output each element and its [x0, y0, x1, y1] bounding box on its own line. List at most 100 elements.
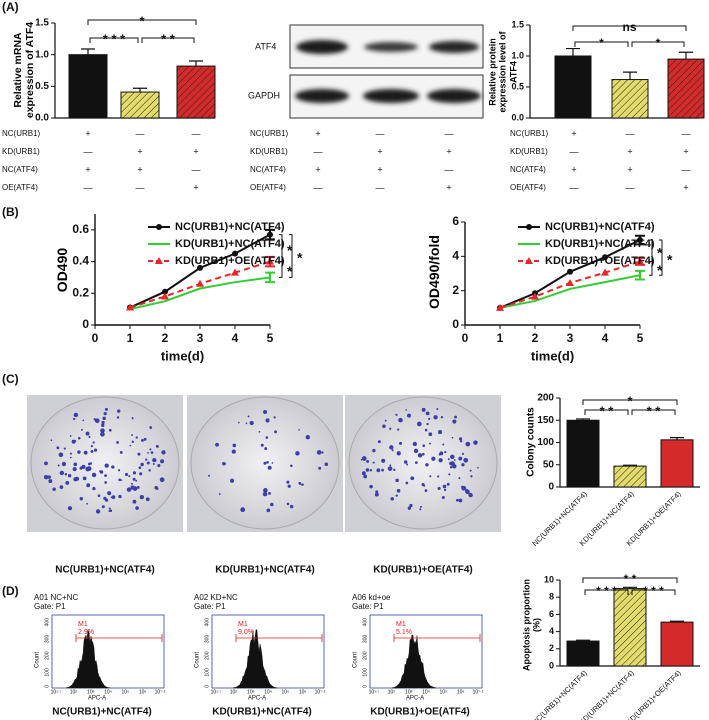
point	[496, 303, 504, 311]
flow-title: A06 kd+oe	[352, 593, 391, 602]
colony	[321, 451, 324, 454]
colony	[157, 464, 161, 468]
colony	[215, 442, 219, 447]
colony	[366, 459, 370, 463]
significance-bracket	[289, 234, 293, 278]
colony	[413, 448, 419, 454]
error-bar	[623, 586, 637, 589]
colony	[396, 488, 401, 493]
colony	[57, 464, 60, 467]
treatment-label: NC(URB1)	[510, 129, 549, 138]
colony	[86, 466, 92, 471]
colony	[73, 477, 78, 482]
colony	[477, 466, 479, 469]
colony	[414, 461, 418, 464]
colony	[100, 428, 105, 433]
flow-histogram	[232, 629, 278, 689]
significance-label: *	[599, 36, 604, 50]
treatment-sign: —	[626, 128, 635, 138]
flow-percent: 2.9%	[78, 629, 94, 636]
significance-label: ns	[622, 20, 636, 34]
colony	[160, 459, 165, 464]
colony	[428, 432, 433, 437]
point	[161, 292, 169, 300]
panel-label: (D)	[2, 584, 19, 598]
colony	[108, 507, 111, 510]
flow-ytick: 400	[362, 618, 368, 627]
flow-xlabel: APC-A	[88, 696, 106, 702]
colony	[101, 420, 105, 425]
colony	[232, 443, 237, 448]
colony	[295, 451, 300, 456]
colony	[390, 497, 394, 501]
legend-label: NC(URB1)+NC(ATF4)	[175, 221, 285, 233]
significance-bracket	[279, 261, 283, 278]
flow-xlabel: APC-A	[406, 696, 424, 702]
colony	[389, 427, 392, 430]
significance-label: *	[287, 263, 293, 279]
colony	[461, 463, 465, 467]
colony	[395, 478, 399, 483]
error-bar	[189, 60, 203, 67]
treatment-sign: —	[314, 182, 323, 192]
colony	[409, 503, 413, 508]
colony	[442, 443, 445, 446]
colony	[139, 472, 143, 476]
colony	[265, 436, 269, 439]
flow-xtick: 10¹·⁷	[51, 689, 62, 695]
colony	[410, 476, 415, 481]
colony	[424, 489, 428, 492]
flow-xtick: 10⁷·²	[473, 689, 484, 695]
colony	[146, 461, 150, 465]
colony	[48, 479, 53, 484]
significance-bracket	[631, 41, 685, 47]
colony	[103, 412, 107, 416]
colony	[135, 436, 138, 439]
colony	[381, 468, 385, 472]
colony	[131, 434, 133, 436]
treatment-label: OE(ATF4)	[510, 183, 546, 192]
flow-ytick: 300	[362, 635, 368, 644]
colony	[431, 456, 436, 461]
colony	[459, 439, 463, 443]
colony	[374, 492, 379, 497]
treatment-label: OE(ATF4)	[250, 183, 286, 192]
colony	[44, 461, 48, 466]
colony	[231, 449, 236, 454]
error-bar	[576, 418, 590, 421]
treatment-sign: —	[84, 146, 93, 156]
colony	[82, 419, 85, 422]
y-axis-label: OD490	[53, 247, 70, 293]
point	[567, 268, 573, 275]
colony	[88, 435, 91, 438]
colony	[59, 485, 64, 489]
colony	[147, 452, 149, 454]
treatment-sign: +	[683, 146, 688, 156]
flow-xtick: 10⁵	[122, 689, 130, 695]
colony	[77, 450, 81, 454]
colony	[100, 431, 105, 437]
colony	[83, 450, 88, 455]
point	[602, 254, 608, 261]
error-bar	[635, 234, 645, 246]
flow-xtick: 10⁵	[282, 689, 290, 695]
colony	[286, 502, 290, 506]
colony	[104, 407, 108, 411]
colony	[159, 477, 165, 483]
colony	[149, 426, 153, 429]
colony	[117, 469, 121, 472]
colony	[421, 482, 425, 487]
plate-caption: KD(URB1)+OE(ATF4)	[373, 565, 473, 576]
treatment-sign: —	[682, 128, 691, 138]
colony	[422, 444, 426, 448]
colony	[443, 488, 447, 492]
point	[566, 278, 574, 286]
colony	[67, 506, 73, 511]
y-tick-label: 1.0	[511, 50, 524, 60]
legend-label: KD(URB1)+NC(ATF4)	[545, 238, 655, 250]
series-line	[499, 274, 641, 309]
significance-bracket	[141, 37, 195, 43]
colony	[384, 419, 387, 422]
flow-xlabel: APC-A	[248, 696, 266, 702]
colony	[441, 495, 445, 499]
